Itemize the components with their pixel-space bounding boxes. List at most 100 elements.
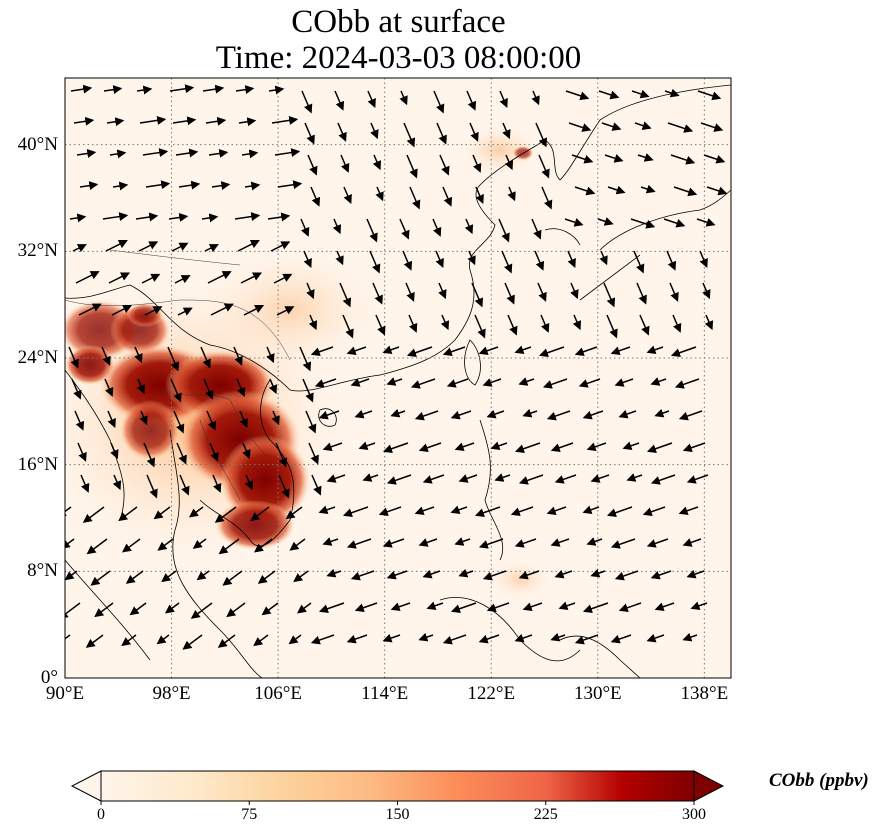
wind-arrow bbox=[678, 506, 699, 516]
wind-arrow bbox=[586, 537, 603, 546]
wind-arrow bbox=[78, 303, 102, 316]
wind-arrow bbox=[399, 218, 410, 240]
wind-arrow bbox=[69, 213, 87, 223]
wind-arrow bbox=[502, 122, 511, 140]
wind-arrow bbox=[531, 90, 540, 106]
wind-arrow bbox=[402, 250, 413, 271]
wind-arrow bbox=[478, 538, 504, 549]
wind-arrow bbox=[167, 346, 180, 372]
wind-arrow bbox=[300, 218, 310, 237]
wind-arrow bbox=[458, 568, 474, 578]
wind-arrow bbox=[144, 306, 163, 316]
wind-arrow bbox=[478, 346, 499, 356]
wind-arrow bbox=[204, 244, 219, 253]
x-tick-label: 130°E bbox=[573, 683, 622, 704]
wind-arrow bbox=[244, 474, 254, 491]
wind-arrow bbox=[686, 474, 709, 484]
wind-arrow bbox=[267, 212, 291, 222]
wind-arrow bbox=[571, 154, 594, 164]
wind-arrow bbox=[306, 282, 315, 300]
wind-arrow bbox=[673, 186, 698, 197]
map-title-line2: Time: 2024-03-03 08:00:00 bbox=[215, 40, 582, 76]
wind-arrow bbox=[346, 346, 367, 356]
wind-arrow bbox=[285, 506, 303, 520]
wind-arrow bbox=[268, 378, 278, 395]
wind-arrow bbox=[146, 474, 158, 499]
wind-arrow bbox=[603, 282, 616, 308]
wind-arrow bbox=[406, 154, 418, 179]
wind-arrow bbox=[270, 241, 291, 252]
wind-arrow bbox=[418, 442, 442, 453]
wind-arrow bbox=[346, 538, 372, 549]
wind-arrow bbox=[310, 634, 335, 645]
colorbar-tick-label: 300 bbox=[682, 806, 706, 823]
wind-arrow bbox=[442, 186, 453, 207]
wind-arrow bbox=[504, 282, 515, 305]
wind-arrow bbox=[75, 271, 100, 284]
x-tick-label: 122°E bbox=[467, 683, 516, 704]
wind-arrow bbox=[303, 250, 312, 269]
wind-arrow bbox=[218, 538, 240, 555]
wind-arrow bbox=[164, 602, 180, 614]
wind-arrow bbox=[77, 442, 87, 462]
wind-arrow bbox=[103, 85, 123, 95]
wind-arrow bbox=[339, 282, 352, 308]
wind-arrow bbox=[646, 538, 669, 548]
wind-arrow bbox=[514, 538, 537, 548]
wind-arrow bbox=[236, 378, 246, 397]
wind-arrow bbox=[212, 474, 222, 493]
wind-arrow bbox=[314, 378, 337, 388]
wind-arrow bbox=[111, 304, 133, 316]
wind-arrow bbox=[108, 272, 131, 284]
wind-arrow bbox=[268, 85, 285, 95]
wind-arrow bbox=[318, 602, 345, 614]
wind-arrow bbox=[257, 570, 276, 584]
wind-arrow bbox=[350, 570, 375, 581]
wind-arrow bbox=[202, 84, 225, 94]
wind-arrow bbox=[450, 602, 477, 614]
wind-arrow bbox=[207, 271, 232, 284]
wind-arrow bbox=[141, 273, 161, 284]
x-tick-label: 98°E bbox=[152, 683, 191, 704]
wind-arrow bbox=[366, 218, 378, 243]
wind-arrow bbox=[699, 250, 708, 269]
wind-arrow bbox=[454, 537, 471, 546]
wind-arrow bbox=[318, 505, 336, 515]
wind-arrow bbox=[244, 181, 261, 191]
wind-arrow bbox=[200, 346, 211, 369]
wind-arrow bbox=[426, 601, 444, 611]
wind-arrow bbox=[107, 410, 116, 429]
wind-arrow bbox=[201, 213, 219, 223]
wind-arrow bbox=[71, 378, 82, 400]
wind-arrow bbox=[362, 473, 379, 482]
wind-arrow bbox=[582, 505, 600, 515]
wind-arrow bbox=[273, 273, 293, 284]
y-tick-label: 0° bbox=[40, 667, 58, 688]
wind-arrow bbox=[663, 218, 686, 228]
wind-arrow bbox=[308, 314, 318, 331]
wind-arrow bbox=[535, 122, 548, 148]
wind-arrow bbox=[450, 505, 468, 515]
wind-arrow bbox=[386, 570, 408, 580]
wind-arrow bbox=[466, 90, 477, 111]
wind-arrow bbox=[206, 410, 217, 431]
wind-arrow bbox=[372, 154, 382, 171]
wind-arrow bbox=[458, 474, 478, 483]
wind-arrow bbox=[454, 442, 475, 452]
wind-arrow bbox=[308, 442, 319, 465]
wind-arrow bbox=[682, 442, 706, 453]
wind-arrow bbox=[288, 634, 302, 645]
y-tick-label: 40°N bbox=[17, 133, 58, 155]
wind-arrow bbox=[350, 378, 370, 387]
wind-arrow bbox=[482, 570, 507, 581]
wind-arrow bbox=[474, 506, 501, 518]
y-tick-label: 24°N bbox=[17, 347, 58, 368]
wind-arrow bbox=[134, 346, 143, 364]
wind-arrow bbox=[375, 314, 386, 336]
wind-arrow bbox=[474, 314, 486, 339]
colorbar-tick-label: 150 bbox=[385, 806, 410, 823]
y-tick-label: 32°N bbox=[17, 240, 58, 262]
wind-arrow bbox=[242, 442, 251, 460]
wind-arrow bbox=[332, 218, 342, 235]
wind-arrow bbox=[153, 506, 171, 520]
